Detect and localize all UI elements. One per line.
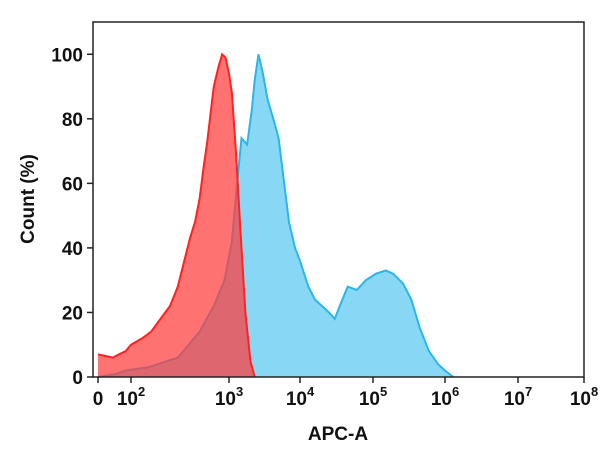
y-tick-label: 80	[62, 110, 83, 131]
x-tick-exponent: 4	[307, 384, 315, 399]
series-layer	[97, 52, 454, 378]
x-tick-label: 103	[215, 384, 243, 410]
x-tick-exponent: 5	[380, 384, 387, 399]
x-axis-label: APC-A	[308, 424, 368, 445]
y-tick-label: 0	[72, 368, 83, 389]
series-2-outline	[97, 52, 256, 378]
y-tick-label: 40	[62, 239, 83, 260]
y-tick-label: 20	[62, 303, 83, 324]
series-1-area	[98, 54, 454, 378]
x-tick-label: 0	[93, 389, 104, 410]
y-tick-label: 60	[62, 174, 83, 195]
x-tick-exponent: 7	[525, 384, 532, 399]
x-tick-exponent: 6	[452, 384, 459, 399]
y-tick-label: 100	[51, 45, 83, 66]
y-axis: 0 20 40 60 80 100	[51, 45, 93, 389]
x-tick-exponent: 2	[138, 384, 145, 399]
x-tick-label: 105	[359, 384, 387, 410]
series-2-area	[98, 54, 255, 378]
y-axis-label: Count (%)	[18, 154, 39, 244]
plot-frame	[92, 21, 585, 378]
x-tick-exponent: 8	[591, 384, 598, 399]
x-tick-exponent: 3	[236, 384, 243, 399]
